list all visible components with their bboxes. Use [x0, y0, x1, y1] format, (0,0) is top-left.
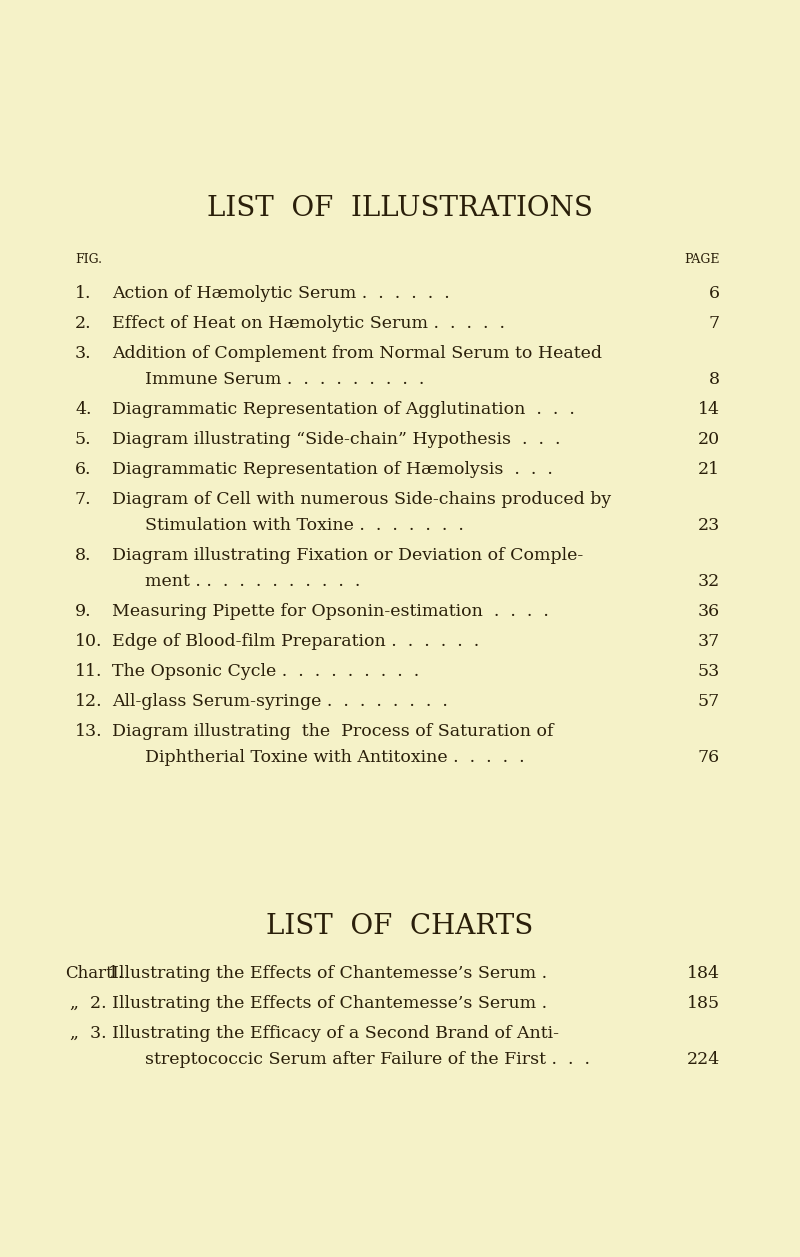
Text: 8: 8: [709, 371, 720, 388]
Text: Diagrammatic Representation of Hæmolysis  .  .  .: Diagrammatic Representation of Hæmolysis…: [112, 461, 553, 478]
Text: 6.: 6.: [75, 461, 91, 478]
Text: 1.: 1.: [75, 285, 91, 302]
Text: Immune Serum .  .  .  .  .  .  .  .  .: Immune Serum . . . . . . . . .: [145, 371, 424, 388]
Text: 21: 21: [698, 461, 720, 478]
Text: The Opsonic Cycle .  .  .  .  .  .  .  .  .: The Opsonic Cycle . . . . . . . . .: [112, 662, 419, 680]
Text: Diphtherial Toxine with Antitoxine .  .  .  .  .: Diphtherial Toxine with Antitoxine . . .…: [145, 749, 525, 766]
Text: „  3.: „ 3.: [70, 1024, 106, 1042]
Text: Illustrating the Effects of Chantemesse’s Serum .: Illustrating the Effects of Chantemesse’…: [112, 996, 547, 1012]
Text: 7: 7: [709, 316, 720, 332]
Text: Diagrammatic Representation of Agglutination  .  .  .: Diagrammatic Representation of Agglutina…: [112, 401, 575, 419]
Text: 12.: 12.: [75, 693, 102, 710]
Text: LIST  OF  ILLUSTRATIONS: LIST OF ILLUSTRATIONS: [207, 195, 593, 222]
Text: FIG.: FIG.: [75, 253, 102, 266]
Text: 9.: 9.: [75, 603, 92, 620]
Text: 76: 76: [698, 749, 720, 766]
Text: Diagram illustrating  the  Process of Saturation of: Diagram illustrating the Process of Satu…: [112, 723, 554, 740]
Text: 53: 53: [698, 662, 720, 680]
Text: streptococcic Serum after Failure of the First .  .  .: streptococcic Serum after Failure of the…: [145, 1051, 590, 1068]
Text: Diagram of Cell with numerous Side-chains produced by: Diagram of Cell with numerous Side-chain…: [112, 491, 611, 508]
Text: 10.: 10.: [75, 634, 102, 650]
Text: 4.: 4.: [75, 401, 91, 419]
Text: 36: 36: [698, 603, 720, 620]
Text: 14: 14: [698, 401, 720, 419]
Text: 37: 37: [698, 634, 720, 650]
Text: 224: 224: [686, 1051, 720, 1068]
Text: 23: 23: [698, 517, 720, 534]
Text: 32: 32: [698, 573, 720, 590]
Text: Illustrating the Effects of Chantemesse’s Serum .: Illustrating the Effects of Chantemesse’…: [112, 965, 547, 982]
Text: Action of Hæmolytic Serum .  .  .  .  .  .: Action of Hæmolytic Serum . . . . . .: [112, 285, 450, 302]
Text: Stimulation with Toxine .  .  .  .  .  .  .: Stimulation with Toxine . . . . . . .: [145, 517, 464, 534]
Text: 184: 184: [687, 965, 720, 982]
Text: 8.: 8.: [75, 547, 91, 564]
Text: Illustrating the Efficacy of a Second Brand of Anti-: Illustrating the Efficacy of a Second Br…: [112, 1024, 559, 1042]
Text: 1.: 1.: [108, 965, 125, 982]
Text: ment . .  .  .  .  .  .  .  .  .  .: ment . . . . . . . . . . .: [145, 573, 360, 590]
Text: Diagram illustrating “Side-chain” Hypothesis  .  .  .: Diagram illustrating “Side-chain” Hypoth…: [112, 431, 561, 447]
Text: 5.: 5.: [75, 431, 92, 447]
Text: 6: 6: [709, 285, 720, 302]
Text: 185: 185: [687, 996, 720, 1012]
Text: Diagram illustrating Fixation or Deviation of Comple-: Diagram illustrating Fixation or Deviati…: [112, 547, 583, 564]
Text: 11.: 11.: [75, 662, 102, 680]
Text: Chart: Chart: [65, 965, 113, 982]
Text: 7.: 7.: [75, 491, 92, 508]
Text: All-glass Serum-syringe .  .  .  .  .  .  .  .: All-glass Serum-syringe . . . . . . . .: [112, 693, 448, 710]
Text: 57: 57: [698, 693, 720, 710]
Text: LIST  OF  CHARTS: LIST OF CHARTS: [266, 913, 534, 940]
Text: Edge of Blood-film Preparation .  .  .  .  .  .: Edge of Blood-film Preparation . . . . .…: [112, 634, 479, 650]
Text: 20: 20: [698, 431, 720, 447]
Text: Measuring Pipette for Opsonin-estimation  .  .  .  .: Measuring Pipette for Opsonin-estimation…: [112, 603, 549, 620]
Text: „  2.: „ 2.: [70, 996, 106, 1012]
Text: 2.: 2.: [75, 316, 92, 332]
Text: Effect of Heat on Hæmolytic Serum .  .  .  .  .: Effect of Heat on Hæmolytic Serum . . . …: [112, 316, 505, 332]
Text: 13.: 13.: [75, 723, 102, 740]
Text: 3.: 3.: [75, 344, 92, 362]
Text: Addition of Complement from Normal Serum to Heated: Addition of Complement from Normal Serum…: [112, 344, 602, 362]
Text: PAGE: PAGE: [685, 253, 720, 266]
